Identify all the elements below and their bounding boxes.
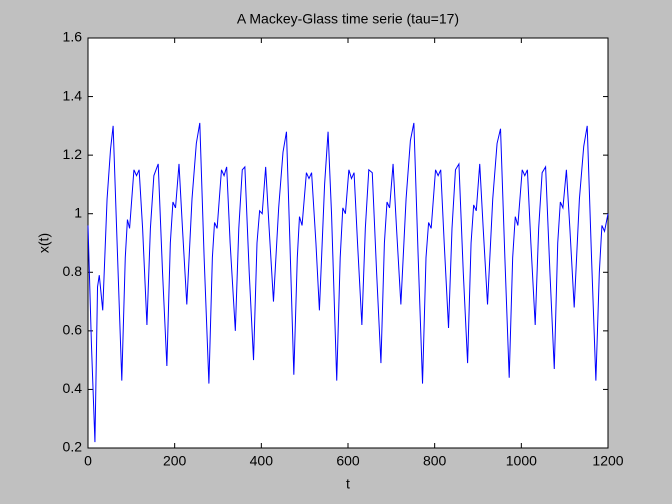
y-tick-label: 1.2 [63,146,83,162]
x-tick-label: 0 [84,453,92,469]
x-tick-label: 800 [423,453,447,469]
x-tick-label: 200 [163,453,187,469]
y-tick-label: 0.6 [63,322,83,338]
y-tick-label: 1.6 [63,29,83,45]
data-line [87,122,609,443]
y-tick-label: 0.2 [63,439,83,455]
x-tick-label: 600 [336,453,360,469]
x-tick-label: 1000 [506,453,537,469]
axes-box [87,37,609,449]
y-tick-label: 1.4 [63,87,83,103]
chart-title: A Mackey-Glass time serie (tau=17) [237,11,459,27]
y-axis-label: x(t) [36,233,52,253]
x-tick-label: 1200 [592,453,623,469]
x-tick-label: 400 [250,453,274,469]
y-tick-label: 0.8 [63,263,83,279]
y-tick-label: 0.4 [63,380,83,396]
plot-area [88,38,608,448]
x-axis-label: t [346,476,350,492]
y-tick-label: 1 [74,204,82,220]
